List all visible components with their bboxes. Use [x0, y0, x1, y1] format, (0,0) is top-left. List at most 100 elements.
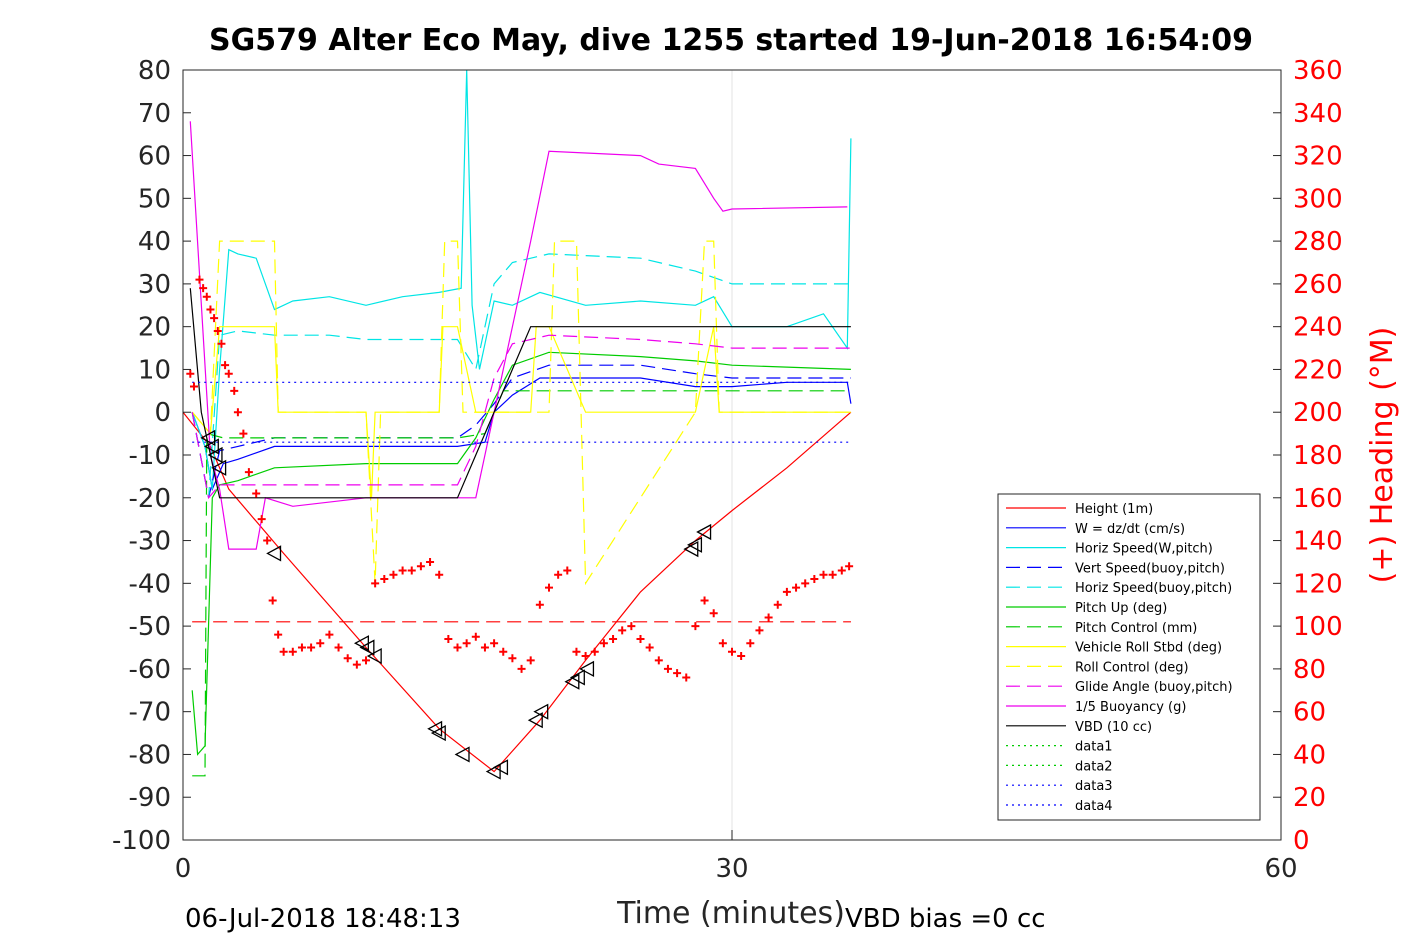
y2-tick-label: 0 — [1293, 826, 1310, 856]
heading-point — [213, 326, 222, 335]
heading-point — [453, 643, 462, 652]
y2-tick-label: 20 — [1293, 783, 1326, 813]
heading-point — [389, 570, 398, 579]
footer-date: 06-Jul-2018 18:48:13 — [185, 904, 461, 934]
chart-title: SG579 Alter Eco May, dive 1255 started 1… — [209, 23, 1253, 58]
y2-tick-label: 180 — [1293, 441, 1343, 471]
heading-point — [444, 634, 453, 643]
y-tick-label: -30 — [129, 527, 171, 557]
legend-entry: Pitch Up (deg) — [1075, 601, 1167, 616]
y-tick-label: 40 — [138, 227, 171, 257]
heading-points — [186, 275, 854, 682]
y-tick-label: 60 — [138, 142, 171, 172]
heading-point — [316, 639, 325, 648]
heading-point — [263, 536, 272, 545]
heading-point — [764, 613, 773, 622]
x-axis-label: Time (minutes) — [616, 896, 845, 931]
heading-point — [371, 579, 380, 588]
turn-markers — [200, 429, 712, 780]
heading-point — [572, 647, 581, 656]
legend-entry: Pitch Control (mm) — [1075, 621, 1197, 636]
heading-point — [782, 587, 791, 596]
legend-entry: Glide Angle (buoy,pitch) — [1075, 680, 1233, 695]
legend-entry: VBD (10 cc) — [1075, 720, 1152, 735]
heading-point — [435, 570, 444, 579]
y-tick-label: -100 — [112, 826, 171, 856]
series-group — [182, 69, 852, 777]
series-line-4 — [191, 253, 851, 498]
y-axis-right-label: (+) Heading (°M) — [1365, 327, 1400, 584]
series-line-0 — [182, 411, 852, 773]
heading-point — [426, 557, 435, 566]
heading-point — [810, 575, 819, 584]
y-tick-label: -70 — [129, 698, 171, 728]
heading-point — [673, 669, 682, 678]
heading-point — [480, 643, 489, 652]
y2-tick-label: 160 — [1293, 484, 1343, 514]
heading-point — [462, 639, 471, 648]
y-tick-label: -90 — [129, 783, 171, 813]
legend-entry: Height (1m) — [1075, 502, 1153, 517]
heading-point — [233, 408, 242, 417]
turn-marker — [366, 647, 382, 665]
legend-entry: Horiz Speed(buoy,pitch) — [1075, 581, 1232, 596]
heading-point — [407, 566, 416, 575]
heading-point — [682, 673, 691, 682]
legend-entry: Vert Speed(buoy,pitch) — [1075, 561, 1225, 576]
y2-tick-label: 300 — [1293, 184, 1343, 214]
x-tick-label: 30 — [715, 854, 748, 884]
heading-point — [499, 647, 508, 656]
heading-point — [416, 562, 425, 571]
heading-point — [362, 656, 370, 665]
legend-entry: 1/5 Buoyancy (g) — [1075, 700, 1186, 715]
turn-marker — [454, 746, 470, 763]
heading-point — [691, 622, 700, 631]
y2-tick-label: 200 — [1293, 398, 1343, 428]
series-line-5 — [191, 351, 851, 756]
y2-tick-label: 80 — [1293, 655, 1326, 685]
heading-point — [186, 369, 195, 378]
turn-marker — [533, 703, 549, 720]
legend-entry: data3 — [1075, 779, 1113, 794]
heading-point — [718, 639, 727, 648]
heading-point — [343, 654, 352, 663]
heading-point — [508, 654, 517, 663]
heading-point — [636, 634, 645, 643]
heading-point — [700, 596, 709, 605]
heading-point — [599, 639, 608, 648]
y2-tick-label: 260 — [1293, 270, 1343, 300]
y-tick-label: -50 — [129, 612, 171, 642]
y-tick-label: 0 — [154, 398, 171, 428]
heading-point — [728, 647, 736, 656]
y-tick-label: 30 — [138, 270, 171, 300]
y2-tick-label: 240 — [1293, 313, 1343, 343]
y-tick-label: 80 — [138, 56, 171, 86]
series-line-8 — [191, 240, 851, 586]
heading-point — [202, 292, 211, 301]
heading-point — [581, 652, 590, 661]
legend: Height (1m) W = dz/dt (cm/s) Horiz Speed(W… — [997, 493, 1261, 821]
y2-tick-label: 360 — [1293, 56, 1343, 86]
heading-point — [206, 305, 215, 314]
y2-tick-label: 340 — [1293, 99, 1343, 129]
heading-point — [195, 275, 204, 284]
heading-point — [737, 652, 746, 661]
turn-marker — [485, 763, 501, 780]
footer-vbd-bias: VBD bias =0 cc — [845, 904, 1046, 934]
heading-point — [325, 630, 334, 639]
y2-tick-label: 140 — [1293, 527, 1343, 557]
heading-point — [645, 643, 654, 652]
heading-point — [526, 656, 535, 665]
y-tick-label: -20 — [129, 484, 171, 514]
turn-marker — [200, 429, 216, 446]
legend-entry: data2 — [1075, 759, 1113, 774]
heading-point — [618, 626, 627, 635]
heading-point — [244, 468, 253, 477]
y-tick-label: -10 — [129, 441, 171, 471]
heading-point — [252, 489, 261, 498]
turn-marker — [266, 545, 282, 562]
heading-point — [755, 626, 764, 635]
turn-marker — [687, 536, 703, 553]
heading-point — [471, 632, 480, 641]
turn-marker — [493, 759, 509, 776]
